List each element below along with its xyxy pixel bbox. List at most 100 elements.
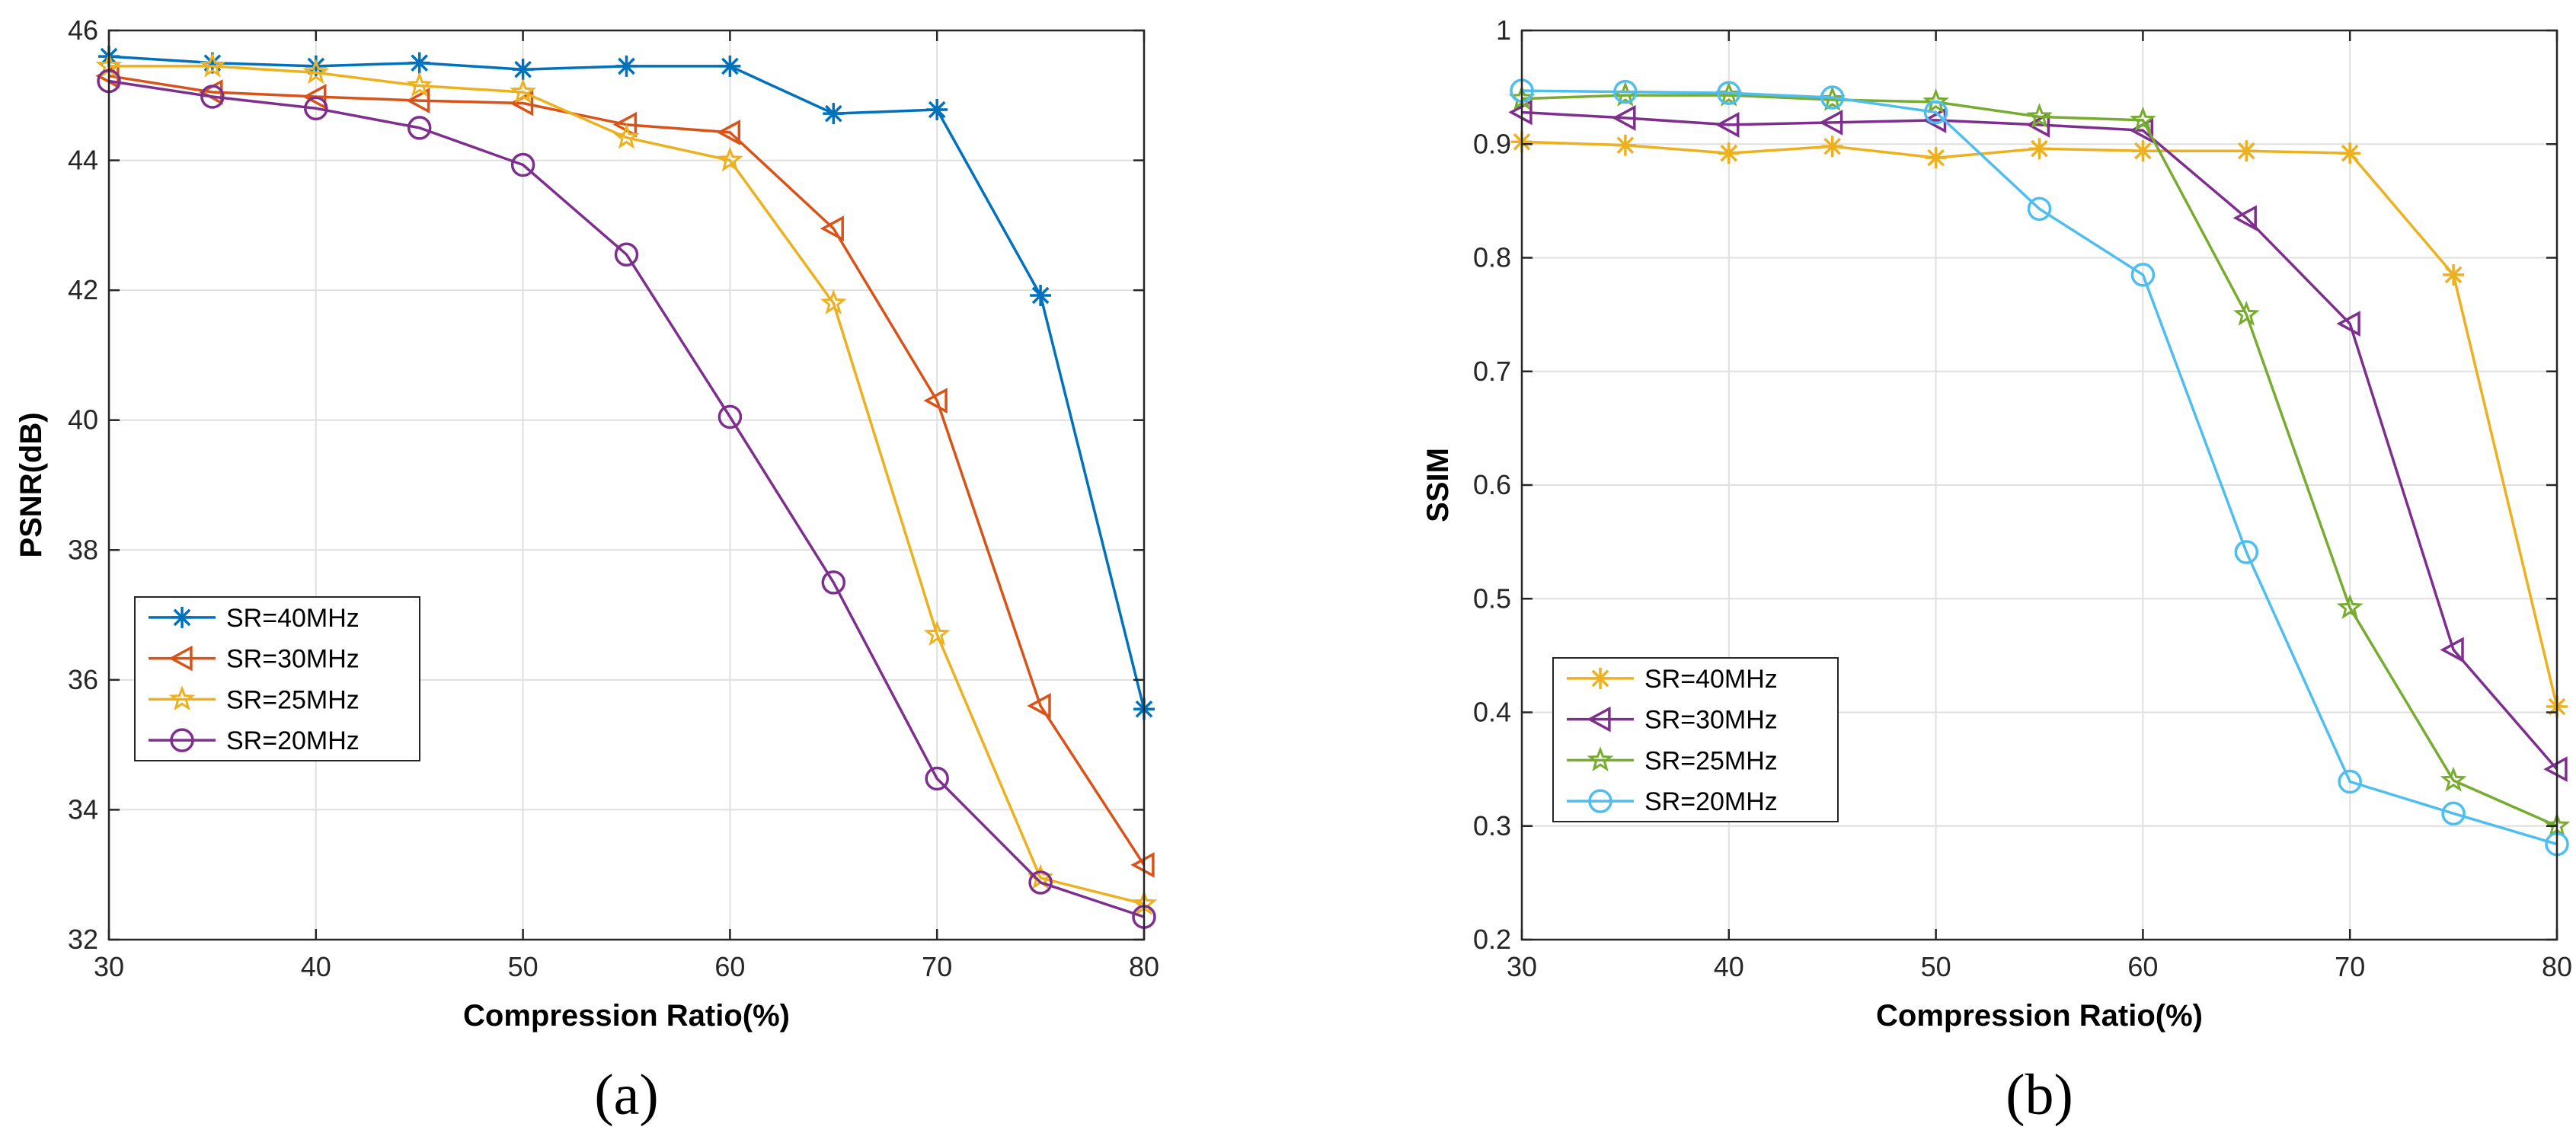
- chart-0-series-3-point: [821, 570, 846, 595]
- chart-1-series-0-point: [2339, 142, 2361, 164]
- chart-1-series-3-line: [1521, 89, 2558, 846]
- chart-1-series-0-point: [2132, 140, 2154, 162]
- chart-0-legend-marker: [168, 685, 196, 711]
- chart-1-legend-label: SR=40MHz: [1644, 665, 1778, 694]
- chart-1-series-1-point: [2440, 637, 2464, 663]
- chart-0-series-2-point: [406, 72, 433, 97]
- chart-0-y-tick-label: 40: [68, 404, 98, 436]
- chart-0-series-3-point: [200, 85, 225, 109]
- chart-0-series-2-point: [820, 289, 847, 314]
- chart-1-series-1-point: [2336, 311, 2360, 337]
- chart-0-y-tick-label: 34: [68, 793, 98, 825]
- chart-0-series-2-point: [510, 78, 536, 104]
- ssim-chart: 30 40 50 60 70 80 0.2 0.3 0.4 0.5 0.6 0.7 0.8 0.9 1 Com…: [1421, 14, 2572, 1127]
- chart-1-legend-marker: [1587, 746, 1614, 772]
- chart-1-series-3-point: [2338, 769, 2362, 794]
- chart-0-series-1-point: [406, 88, 430, 114]
- chart-1-legend: SR=40MHz SR=30MHz SR=25MHz SR=20MHz: [1552, 657, 1839, 822]
- chart-1-series-3-point: [2130, 263, 2156, 287]
- chart-0-series-3-point: [614, 242, 639, 267]
- chart-0-series-3-point: [304, 96, 328, 121]
- chart-0-series-3-point: [925, 766, 949, 791]
- chart-1-series-1-point: [1715, 111, 1740, 138]
- chart-1-series-1-point: [2025, 111, 2050, 138]
- chart-1-series-0-point: [1614, 134, 1636, 156]
- chart-1-y-tick-label: 0.3: [1473, 810, 1511, 841]
- chart-1-y-axis-title: SSIM: [1421, 448, 1455, 522]
- chart-0-series-0-point: [1030, 284, 1052, 306]
- chart-0-y-tick-label: 36: [68, 664, 98, 695]
- chart-1-series-3-point: [1923, 100, 1948, 125]
- chart-0-legend-marker: [170, 728, 194, 752]
- chart-0-legend-label: SR=25MHz: [226, 685, 360, 714]
- chart-1-series-0-point: [1821, 136, 1843, 158]
- chart-0-series-0-point: [512, 59, 534, 81]
- chart-0-series-2-line: [109, 65, 1145, 905]
- chart-1-series-3-point: [2441, 801, 2466, 826]
- psnr-chart: 30 40 50 60 70 80 32 34 36 38 40 42 44 46 Compression …: [14, 14, 1159, 1127]
- chart-0-series-0-point: [615, 55, 638, 77]
- chart-1-legend-marker: [1587, 706, 1611, 733]
- chart-0-series-3-line: [108, 79, 1145, 918]
- chart-0-series-0-point: [201, 52, 223, 74]
- chart-0-legend-label: SR=30MHz: [226, 645, 360, 674]
- chart-1-x-axis-title: Compression Ratio(%): [1876, 999, 2203, 1033]
- chart-1-series-1-point: [2232, 205, 2257, 231]
- chart-1-x-tick-label: 40: [1714, 951, 1744, 982]
- chart-0-panel-label: (a): [594, 1063, 658, 1127]
- chart-0-series-0-point: [719, 55, 741, 77]
- chart-1-series-0-point: [2028, 138, 2050, 160]
- chart-1-panel-label: (b): [2006, 1063, 2073, 1127]
- chart-1-legend-label: SR=30MHz: [1644, 706, 1778, 735]
- chart-1-series-1-line: [1521, 110, 2558, 771]
- chart-0-series-2-point: [923, 620, 951, 646]
- chart-0-series-0-point: [408, 52, 430, 74]
- chart-1-series-1-point: [1819, 109, 1843, 136]
- chart-0-x-axis-title: Compression Ratio(%): [463, 999, 790, 1033]
- chart-1-x-tick-label: 80: [2542, 951, 2572, 982]
- chart-0-x-tick-label: 80: [1129, 951, 1159, 982]
- chart-1-series-2-point: [2336, 593, 2363, 619]
- chart-1-x-tick-label: 30: [1507, 951, 1537, 982]
- chart-1-y-tick-label: 0.9: [1473, 128, 1511, 159]
- chart-0-series-1-point: [923, 388, 948, 414]
- chart-1-series-3-point: [2027, 196, 2052, 222]
- chart-1-series-2-point: [2232, 300, 2260, 326]
- chart-1-series-2-point: [2130, 106, 2156, 132]
- chart-0-series-2-point: [613, 123, 640, 149]
- chart-0-x-tick-label: 50: [508, 951, 539, 982]
- chart-1-x-tick-label: 60: [2127, 951, 2158, 982]
- chart-0-x-tick-label: 40: [301, 951, 331, 982]
- chart-0-x-tick-label: 70: [922, 951, 952, 982]
- chart-1-y-tick-label: 0.5: [1473, 583, 1511, 614]
- chart-1-series-3-point: [1613, 79, 1638, 104]
- chart-1-series-0-point: [1718, 142, 1740, 164]
- chart-0-legend-marker: [171, 606, 193, 628]
- chart-1-series-3-point: [2234, 540, 2259, 564]
- chart-0-y-tick-label: 32: [68, 924, 98, 955]
- chart-0-y-axis-title: PSNR(dB): [14, 412, 48, 557]
- chart-1-series-2-point: [2026, 103, 2053, 129]
- chart-0-series-2-point: [717, 146, 743, 172]
- chart-0-y-tick-label: 44: [68, 145, 98, 176]
- chart-0-y-tick-label: 46: [68, 14, 98, 46]
- chart-0-series-3-point: [510, 152, 535, 177]
- chart-1-legend-marker: [1588, 789, 1612, 813]
- chart-0-series-1-point: [302, 84, 327, 110]
- chart-0-series-1-point: [1027, 693, 1051, 719]
- chart-0-series-2-point: [199, 52, 226, 78]
- chart-1-y-tick-label: 0.7: [1473, 356, 1511, 387]
- chart-0-legend-marker: [168, 645, 193, 672]
- chart-0-series-1-point: [716, 119, 741, 145]
- chart-1-x-tick-label: 70: [2335, 951, 2365, 982]
- chart-1-series-3-point: [1717, 81, 1741, 105]
- chart-0-series-0-point: [823, 103, 845, 125]
- chart-1-y-tick-label: 0.8: [1473, 242, 1511, 273]
- chart-0-axes-box: [107, 29, 1146, 941]
- chart-0-series-3-point: [1028, 870, 1053, 895]
- chart-0-series-0-point: [305, 55, 327, 77]
- chart-0-legend-label: SR=40MHz: [226, 604, 360, 633]
- chart-0-series-3-point: [718, 404, 743, 429]
- chart-1-series-2-line: [1521, 94, 2558, 828]
